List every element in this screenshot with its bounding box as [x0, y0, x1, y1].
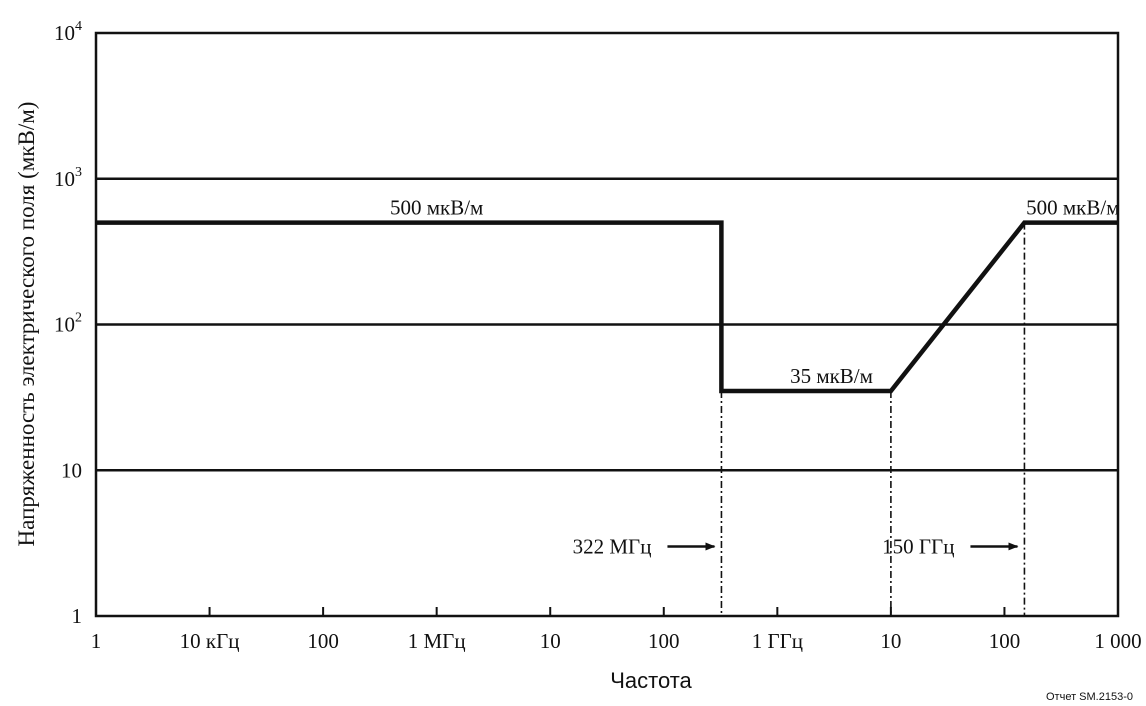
y-tick-label: 10: [61, 458, 82, 482]
arrow-label: 322 МГц: [573, 534, 652, 558]
y-tick-label: 102: [54, 311, 82, 337]
arrow-label: 150 ГГц: [882, 534, 954, 558]
y-tick-label: 104: [54, 19, 82, 45]
x-tick-label: 100: [989, 629, 1021, 653]
x-tick-label: 10: [540, 629, 561, 653]
x-tick-label: 10 кГц: [180, 629, 240, 653]
x-tick-label: 1 ГГц: [752, 629, 803, 653]
x-tick-label: 10: [880, 629, 901, 653]
x-axis-label: Частота: [610, 668, 692, 693]
source-note: Отчет SM.2153-0: [1046, 691, 1133, 703]
x-tick-label: 100: [648, 629, 680, 653]
annotations: 500 мкВ/м 500 мкВ/м 35 мкВ/м 322 МГц 150 ГГц: [390, 196, 1120, 559]
plot-frame: [94, 31, 1120, 618]
series: [96, 220, 1118, 394]
value-label: 500 мкВ/м: [1026, 196, 1119, 220]
x-tick-label: 1 000: [1094, 629, 1141, 653]
y-axis: 1 10 102 103 104: [54, 19, 82, 628]
x-tick-label: 1 МГц: [408, 629, 466, 653]
x-tick-label: 1: [91, 629, 102, 653]
guide-lines: [720, 222, 1026, 616]
y-axis-label: Напряженность электрического поля (мкВ/м…: [14, 102, 39, 547]
y-tick-label: 1: [72, 604, 83, 628]
grid: [96, 177, 1118, 472]
x-axis: 1 10 кГц 100 1 МГц 10 100 1 ГГц 10 100 1 000: [91, 607, 1142, 653]
y-tick-label: 103: [54, 165, 82, 191]
limit-line: [96, 220, 1118, 394]
x-tick-label: 100: [307, 629, 339, 653]
value-label: 35 мкВ/м: [790, 364, 873, 388]
value-label: 500 мкВ/м: [390, 196, 483, 220]
